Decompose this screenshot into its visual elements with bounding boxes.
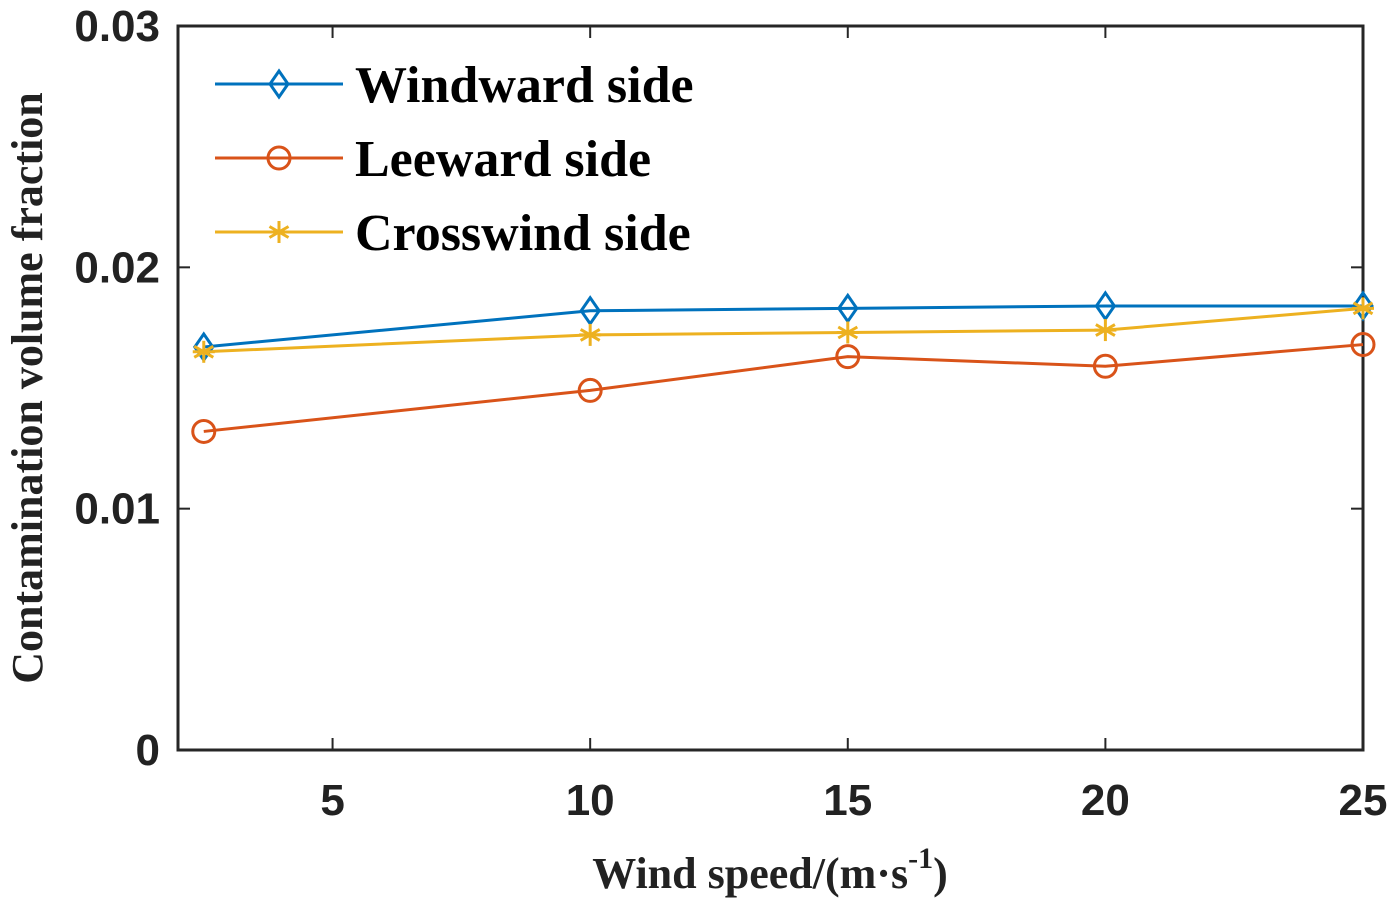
leeward-data-point [835, 344, 861, 370]
x-axis-title-close: ) [933, 849, 948, 898]
windward-data-point [579, 295, 601, 327]
leeward-data-point [577, 377, 603, 403]
crosswind-data-point [579, 323, 602, 346]
y-tick-label: 0.03 [74, 2, 160, 51]
y-axis-title: Contamination volume fraction [3, 92, 52, 684]
legend-marker-leeward [266, 145, 292, 171]
x-axis-title-superscript: -1 [908, 842, 933, 875]
y-tick-label: 0 [136, 726, 160, 775]
legend-marker-windward [268, 68, 290, 100]
leeward-series-line [203, 343, 1364, 433]
x-tick-label: 25 [1339, 776, 1388, 825]
x-tick-label: 10 [566, 776, 615, 825]
legend-item-leeward: Leeward side [215, 131, 651, 188]
x-axis-title: Wind speed/(m·s-1) [592, 842, 947, 898]
x-tick-label: 5 [320, 776, 344, 825]
windward-data-point [836, 292, 859, 324]
tick-labels: 5 10 15 20 25 0 0.01 0.02 0.03 [74, 2, 1387, 825]
x-tick-label: 20 [1081, 776, 1130, 825]
y-tick-label: 0.01 [74, 485, 160, 534]
legend: Windward side Leeward side Crosswind side [215, 57, 694, 262]
x-axis-title-main: Wind speed/(m·s [592, 849, 908, 898]
legend-label-crosswind: Crosswind side [355, 205, 691, 262]
y-tick-label: 0.02 [74, 243, 160, 292]
leeward-data-point [1350, 332, 1376, 358]
legend-item-crosswind: Crosswind side [215, 205, 691, 262]
x-tick-label: 15 [823, 776, 872, 825]
plot-area [176, 24, 1365, 752]
crosswind-data-point [192, 340, 215, 363]
legend-item-windward: Windward side [215, 57, 694, 114]
legend-label-leeward: Leeward side [355, 131, 651, 188]
crosswind-data-point [1094, 319, 1117, 342]
crosswind-data-point [1352, 297, 1374, 320]
series-markers [191, 290, 1376, 444]
crosswind-data-point [836, 321, 859, 344]
legend-marker-crosswind [268, 221, 290, 243]
windward-series-line [203, 304, 1363, 349]
windward-data-point [1094, 290, 1117, 322]
leeward-data-point [1092, 353, 1118, 379]
axis-ticks [178, 25, 1364, 751]
legend-label-windward: Windward side [355, 57, 694, 114]
leeward-data-point [191, 418, 217, 444]
